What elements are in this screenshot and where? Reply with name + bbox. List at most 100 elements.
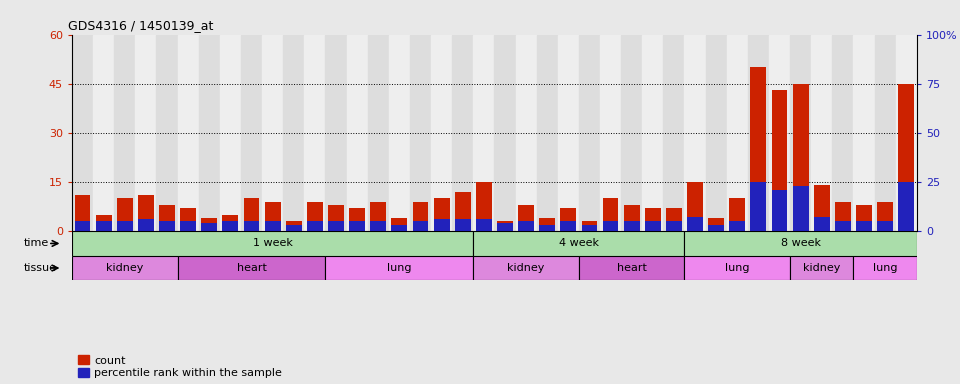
Bar — [156, 35, 178, 231]
Bar — [663, 35, 684, 231]
Bar — [455, 192, 470, 231]
Bar — [159, 221, 175, 231]
Bar — [96, 215, 111, 231]
Bar — [853, 35, 875, 231]
Bar — [178, 35, 199, 231]
Bar — [899, 84, 914, 231]
Bar — [476, 219, 492, 231]
Bar — [473, 256, 579, 280]
Bar — [494, 35, 516, 231]
Bar — [304, 35, 325, 231]
Bar — [452, 35, 473, 231]
Bar — [518, 221, 534, 231]
Bar — [751, 67, 766, 231]
Bar — [730, 221, 745, 231]
Bar — [114, 35, 135, 231]
Bar — [96, 221, 111, 231]
Bar — [708, 225, 724, 231]
Bar — [853, 256, 917, 280]
Text: lung: lung — [725, 263, 750, 273]
Bar — [666, 221, 682, 231]
Bar — [748, 35, 769, 231]
Bar — [708, 218, 724, 231]
Bar — [75, 195, 90, 231]
Bar — [730, 199, 745, 231]
Bar — [687, 182, 703, 231]
Bar — [603, 221, 618, 231]
Bar — [223, 221, 238, 231]
Bar — [772, 90, 787, 231]
Bar — [392, 218, 407, 231]
Bar — [265, 221, 280, 231]
Bar — [72, 231, 473, 256]
Bar — [455, 219, 470, 231]
Bar — [328, 221, 344, 231]
Bar — [582, 225, 597, 231]
Bar — [244, 221, 259, 231]
Bar — [497, 221, 513, 231]
Bar — [159, 205, 175, 231]
Bar — [286, 221, 301, 231]
Bar — [117, 221, 132, 231]
Bar — [307, 221, 323, 231]
Bar — [178, 256, 325, 280]
Bar — [856, 221, 872, 231]
Bar — [392, 225, 407, 231]
Bar — [835, 202, 851, 231]
Text: time: time — [24, 238, 49, 248]
Bar — [579, 256, 684, 280]
Text: kidney: kidney — [508, 263, 544, 273]
Bar — [645, 208, 660, 231]
Bar — [832, 35, 853, 231]
Bar — [262, 35, 283, 231]
Bar — [180, 208, 196, 231]
Bar — [896, 35, 917, 231]
Bar — [371, 202, 386, 231]
Bar — [410, 35, 431, 231]
Bar — [473, 231, 684, 256]
Bar — [811, 35, 832, 231]
Bar — [603, 199, 618, 231]
Bar — [286, 225, 301, 231]
Text: lung: lung — [873, 263, 898, 273]
Bar — [579, 35, 600, 231]
Bar — [72, 35, 93, 231]
Bar — [518, 205, 534, 231]
Bar — [645, 221, 660, 231]
Bar — [835, 221, 851, 231]
Text: kidney: kidney — [804, 263, 840, 273]
Bar — [476, 182, 492, 231]
Bar — [202, 218, 217, 231]
Legend: count, percentile rank within the sample: count, percentile rank within the sample — [78, 356, 282, 379]
Bar — [624, 205, 639, 231]
Text: tissue: tissue — [24, 263, 57, 273]
Bar — [877, 221, 893, 231]
Bar — [561, 208, 576, 231]
Bar — [244, 199, 259, 231]
Bar — [540, 218, 555, 231]
Bar — [537, 35, 558, 231]
Bar — [624, 221, 639, 231]
Bar — [793, 186, 808, 231]
Bar — [516, 35, 537, 231]
Bar — [135, 35, 156, 231]
Bar — [241, 35, 262, 231]
Bar — [769, 35, 790, 231]
Text: 8 week: 8 week — [780, 238, 821, 248]
Bar — [540, 225, 555, 231]
Bar — [328, 205, 344, 231]
Text: GDS4316 / 1450139_at: GDS4316 / 1450139_at — [68, 19, 213, 32]
Bar — [349, 208, 365, 231]
Text: 4 week: 4 week — [559, 238, 599, 248]
Bar — [790, 35, 811, 231]
Bar — [371, 221, 386, 231]
Bar — [75, 221, 90, 231]
Bar — [220, 35, 241, 231]
Text: lung: lung — [387, 263, 412, 273]
Bar — [751, 182, 766, 231]
Bar — [814, 185, 829, 231]
Bar — [561, 221, 576, 231]
Bar — [117, 199, 132, 231]
Bar — [307, 202, 323, 231]
Bar — [687, 217, 703, 231]
